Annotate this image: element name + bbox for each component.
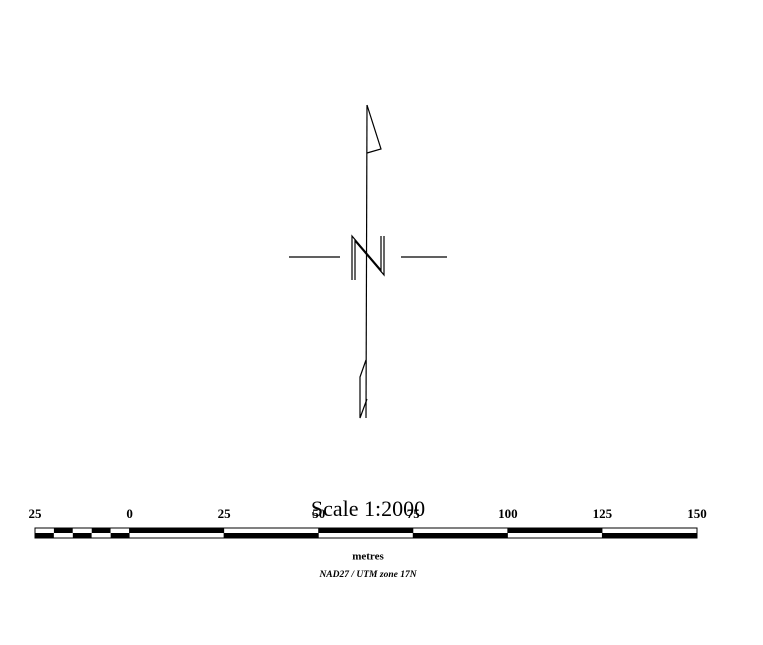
north-arrow (289, 104, 447, 419)
scale-segment (224, 528, 319, 533)
scale-segment (413, 528, 508, 533)
scale-segment (72, 533, 92, 538)
scale-tick-label: 25 (29, 506, 43, 521)
scale-segment (72, 528, 92, 533)
scale-tick-label: 100 (498, 506, 518, 521)
scale-segment (318, 528, 414, 533)
scale-segment (507, 528, 603, 533)
north-arrow-shaft (365, 104, 368, 419)
north-letter (351, 234, 382, 280)
scale-segment (413, 533, 508, 538)
scale-tick-label: 125 (593, 506, 613, 521)
scale-segment (35, 533, 54, 538)
scale-segment (110, 533, 130, 538)
north-arrow-tail (359, 359, 368, 419)
scale-segment (91, 528, 111, 533)
scale-segment (91, 533, 111, 538)
scale-segment (129, 533, 225, 538)
scale-segment (318, 533, 414, 538)
scale-tick-label: 50 (312, 506, 325, 521)
scale-title: Scale 1:2000 (311, 496, 425, 521)
scale-segment (110, 528, 130, 533)
projection-label: NAD27 / UTM zone 17N (318, 570, 417, 580)
scale-segment (53, 533, 73, 538)
scale-tick-label: 150 (687, 506, 707, 521)
scale-tick-label: 25 (218, 506, 232, 521)
north-letter-shadow (354, 236, 385, 280)
unit-label: metres (352, 551, 384, 563)
scale-segment (35, 528, 54, 533)
scale-bar: 25 0 25 50 75 100 125 150 (29, 506, 707, 539)
scale-segment (129, 528, 225, 533)
scale-segment (507, 533, 603, 538)
scale-segment (53, 528, 73, 533)
scale-tick-label: 75 (407, 506, 421, 521)
north-arrow-head (366, 104, 382, 154)
scale-segment (224, 533, 319, 538)
scale-tick-label: 0 (126, 506, 133, 521)
scale-segment (602, 533, 697, 538)
scale-segment (602, 528, 697, 533)
scale-border (34, 527, 698, 539)
